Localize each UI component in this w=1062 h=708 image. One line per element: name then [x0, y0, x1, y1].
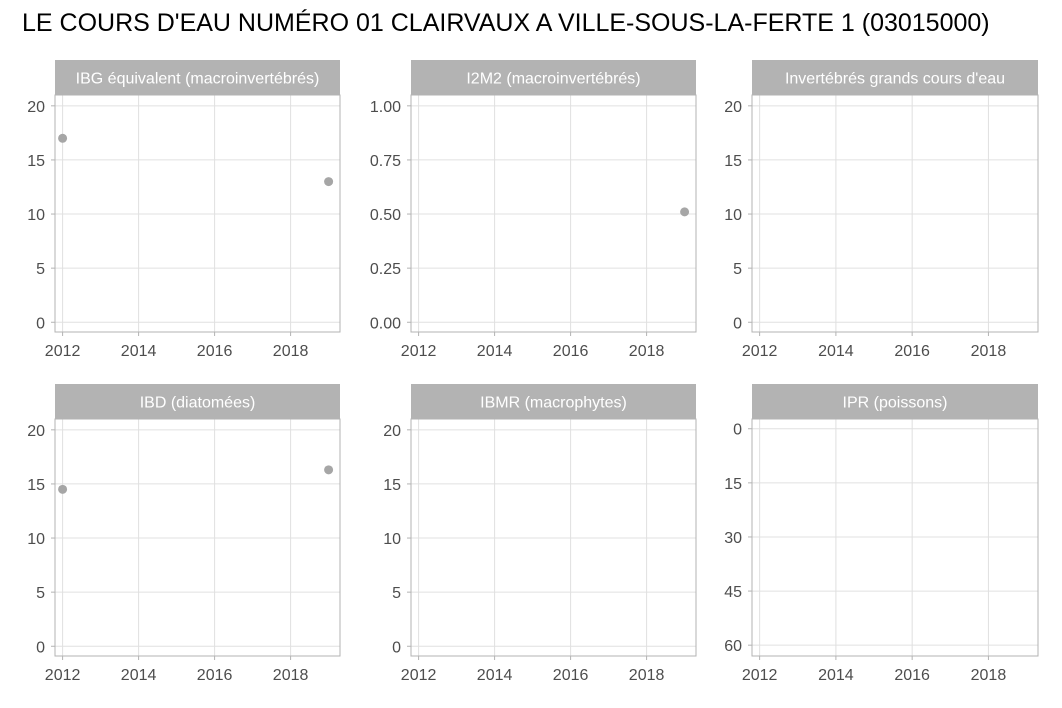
x-tick-label: 2018: [971, 343, 1007, 360]
x-tick-label: 2016: [553, 343, 589, 360]
y-tick-label: 10: [383, 531, 401, 548]
y-tick-label: 15: [724, 153, 742, 170]
facet-strip: [411, 60, 696, 95]
y-tick-label: 15: [27, 477, 45, 494]
panel-border: [410, 418, 697, 657]
y-tick-label: 20: [724, 99, 742, 116]
y-tick-label: 5: [733, 261, 742, 278]
facet-panel: Invertébrés grands cours d'eau 0 5 10 15 20 20…: [724, 60, 1039, 360]
y-tick-label: 20: [27, 423, 45, 440]
x-tick-label: 2012: [401, 343, 437, 360]
y-tick-label: 0.25: [370, 261, 401, 278]
x-tick-label: 2014: [818, 343, 854, 360]
facet-strip-title: IBG équivalent (macroinvertébrés): [76, 71, 320, 88]
y-tick-label: 15: [383, 477, 401, 494]
y-tick-label: 0.00: [370, 315, 401, 332]
y-tick-label: 20: [383, 423, 401, 440]
facet-panel: I2M2 (macroinvertébrés) 0.00 0.25 0.50 0.75 1…: [370, 60, 697, 360]
y-tick-label: 5: [392, 585, 401, 602]
y-tick-label: 60: [724, 638, 742, 655]
facet-strip: [752, 384, 1038, 419]
y-tick-label: 45: [724, 584, 742, 601]
x-tick-label: 2016: [197, 667, 233, 684]
data-point: [58, 484, 68, 494]
x-tick-label: 2014: [477, 667, 513, 684]
facet-strip-title: I2M2 (macroinvertébrés): [466, 71, 640, 88]
panel-border: [751, 418, 1039, 657]
page-title: LE COURS D'EAU NUMÉRO 01 CLAIRVAUX A VIL…: [22, 9, 990, 37]
y-tick-label: 0: [36, 315, 45, 332]
x-tick-label: 2012: [742, 667, 778, 684]
facet-strip-title: IPR (poissons): [843, 395, 948, 412]
x-tick-label: 2014: [477, 343, 513, 360]
x-tick-label: 2018: [971, 667, 1007, 684]
x-tick-label: 2016: [197, 343, 233, 360]
data-point: [324, 465, 334, 475]
facet-strip: [55, 60, 340, 95]
panel-border: [54, 94, 341, 333]
facet-panel: IBD (diatomées) 0 5 10 15 20 2012 2014 2016 2018: [27, 384, 341, 684]
panel-border: [410, 94, 697, 333]
x-tick-label: 2016: [894, 343, 930, 360]
x-tick-label: 2014: [121, 343, 157, 360]
facet-strip-title: IBMR (macrophytes): [480, 395, 627, 412]
data-point: [680, 207, 690, 217]
y-tick-label: 20: [27, 99, 45, 116]
y-tick-label: 0: [392, 639, 401, 656]
y-tick-label: 10: [27, 207, 45, 224]
x-tick-label: 2018: [273, 667, 309, 684]
x-tick-label: 2018: [629, 667, 665, 684]
x-tick-label: 2016: [553, 667, 589, 684]
x-tick-label: 2012: [401, 667, 437, 684]
facet-strip: [55, 384, 340, 419]
y-tick-label: 5: [36, 585, 45, 602]
y-tick-label: 30: [724, 530, 742, 547]
y-tick-label: 0: [733, 422, 742, 439]
facet-strip: [752, 60, 1038, 95]
facet-panel: IBMR (macrophytes) 0 5 10 15 20 2012 2014 2016 20…: [383, 384, 697, 684]
x-tick-label: 2016: [894, 667, 930, 684]
panel-border: [751, 94, 1039, 333]
y-tick-label: 5: [36, 261, 45, 278]
y-tick-label: 1.00: [370, 99, 401, 116]
y-tick-label: 10: [724, 207, 742, 224]
y-tick-label: 0.50: [370, 207, 401, 224]
panel-border: [54, 418, 341, 657]
y-tick-label: 15: [27, 153, 45, 170]
x-tick-label: 2018: [273, 343, 309, 360]
x-tick-label: 2012: [45, 667, 81, 684]
data-point: [324, 177, 334, 187]
x-tick-label: 2012: [742, 343, 778, 360]
x-tick-label: 2012: [45, 343, 81, 360]
x-tick-label: 2018: [629, 343, 665, 360]
x-tick-label: 2014: [121, 667, 157, 684]
facet-strip: [411, 384, 696, 419]
y-tick-label: 15: [724, 476, 742, 493]
facet-strip-title: IBD (diatomées): [140, 395, 256, 412]
x-tick-label: 2014: [818, 667, 854, 684]
facet-panel: IBG équivalent (macroinvertébrés) 0 5 10 15 2…: [27, 60, 341, 360]
facet-strip-title: Invertébrés grands cours d'eau: [785, 71, 1005, 88]
y-tick-label: 0.75: [370, 153, 401, 170]
data-point: [58, 133, 68, 143]
y-tick-label: 10: [27, 531, 45, 548]
y-tick-label: 0: [733, 315, 742, 332]
y-tick-label: 0: [36, 639, 45, 656]
